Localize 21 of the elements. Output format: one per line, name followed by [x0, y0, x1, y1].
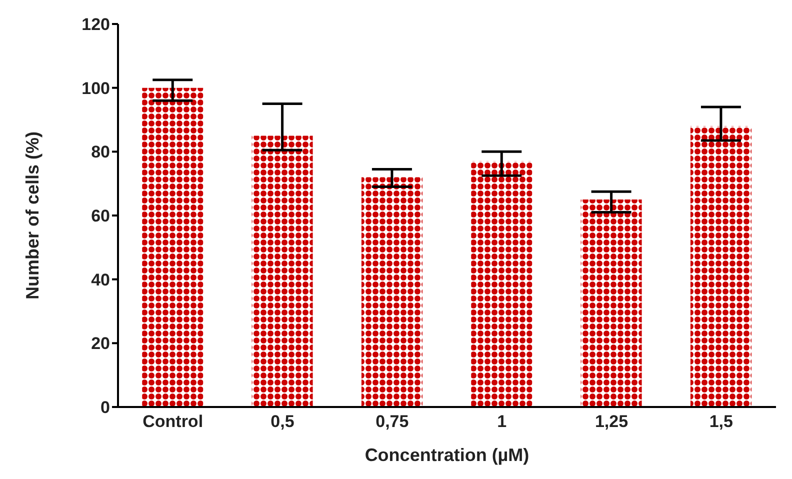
bar [142, 88, 204, 407]
bar [252, 136, 313, 407]
bar [690, 126, 752, 407]
bar [471, 161, 532, 407]
x-tick-label: 1 [497, 412, 507, 432]
x-tick-label: 1,25 [594, 412, 628, 432]
y-tick-label: 60 [91, 206, 110, 226]
bar [361, 177, 422, 407]
x-tick-label: 0,75 [376, 412, 409, 432]
y-tick-label: 40 [91, 270, 110, 290]
x-axis-title: Concentration (µM) [364, 445, 530, 465]
x-tick-label: 0,5 [270, 412, 294, 432]
y-axis-title: Number of cells (%) [22, 131, 42, 300]
y-tick-label: 80 [91, 142, 110, 162]
y-tick-label: 0 [100, 398, 110, 418]
y-tick-label: 120 [82, 15, 110, 34]
bar [580, 200, 642, 407]
x-tick-label: Control [142, 412, 204, 432]
x-tick-label: 1,5 [709, 412, 733, 432]
y-tick-label: 100 [82, 78, 110, 98]
y-tick-label: 20 [91, 334, 110, 354]
